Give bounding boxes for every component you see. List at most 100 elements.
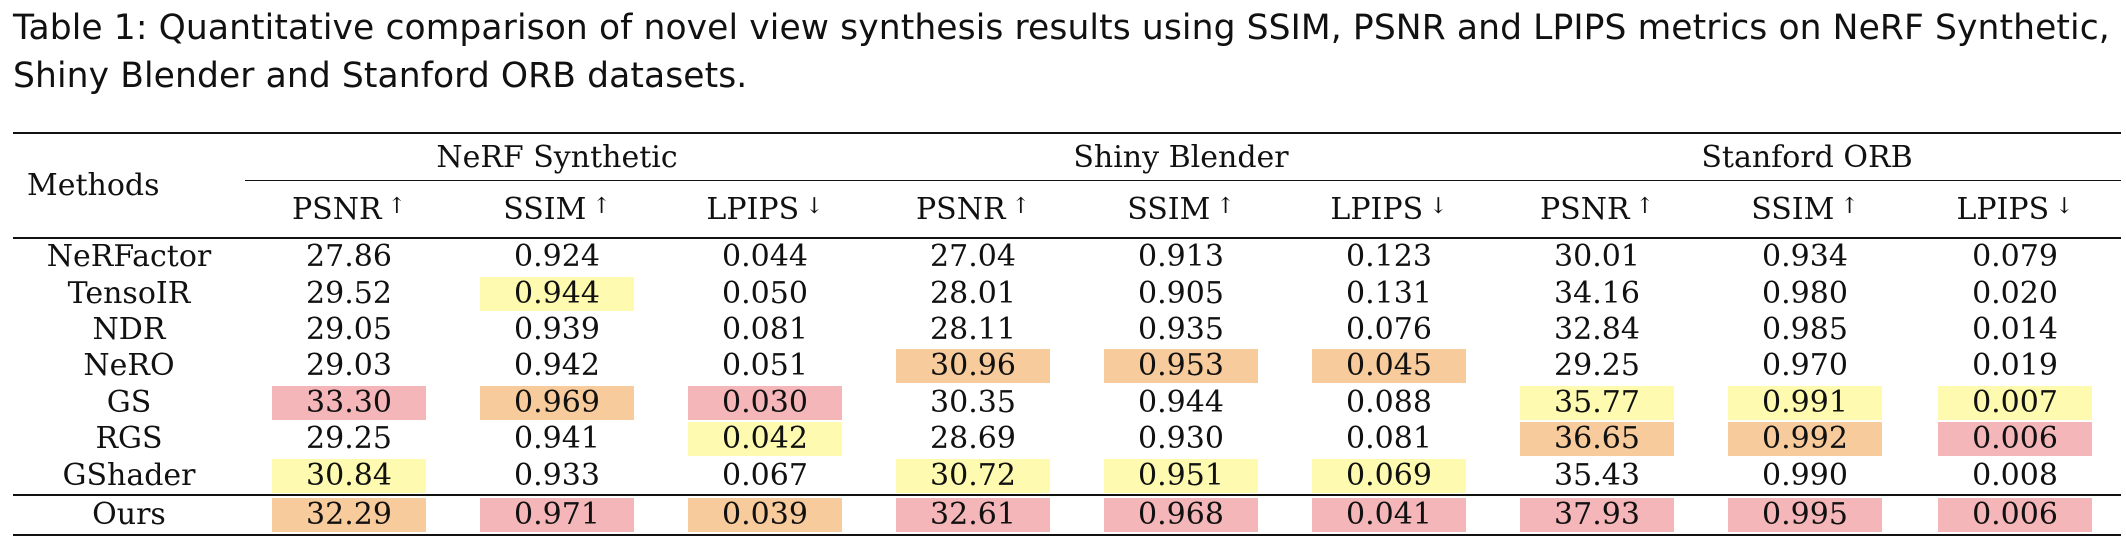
table-cell: 29.05 [245, 312, 453, 348]
method-name: NeRFactor [46, 239, 212, 275]
cell-value: 0.944 [480, 276, 634, 311]
arrow-down-icon: ↓ [1429, 193, 1448, 219]
table-cell: 30.96 [869, 348, 1077, 384]
table-cell: 0.045 [1285, 348, 1493, 384]
table-row: GS 33.30 0.969 0.030 30.35 0.944 0.088 35.77 0.9… [13, 385, 2121, 421]
table-row: TensoIR 29.52 0.944 0.050 28.01 0.905 0.131 34.… [13, 275, 2121, 311]
cell-value: 0.081 [1346, 421, 1432, 457]
method-name: TensoIR [67, 275, 191, 311]
method-name: NDR [92, 311, 166, 347]
table-cell: 30.72 [869, 457, 1077, 494]
table-cell: 0.944 [1077, 385, 1285, 421]
table-cell: 0.079 [1909, 238, 2121, 275]
table-cell: 32.61 [869, 493, 1077, 536]
table-cell: 30.35 [869, 385, 1077, 421]
metric-header-lpips: LPIPS ↓ [1285, 180, 1493, 239]
cell-value: 28.11 [930, 311, 1016, 347]
cell-value: 29.05 [306, 311, 392, 347]
cell-value: 0.953 [1104, 349, 1258, 384]
cell-value: 0.941 [514, 421, 600, 457]
table-cell: 27.86 [245, 238, 453, 275]
cell-value: 34.16 [1554, 275, 1640, 311]
cell-value: 35.77 [1520, 385, 1674, 420]
cell-value: 37.93 [1520, 497, 1674, 532]
cell-value: 0.030 [688, 385, 842, 420]
arrow-up-icon: ↑ [592, 193, 611, 219]
table-cell: 33.30 [245, 385, 453, 421]
cell-value: 33.30 [272, 385, 426, 420]
table-row: NeRFactor 27.86 0.924 0.044 27.04 0.913 0.123 3… [13, 238, 2121, 275]
cell-value: 32.29 [272, 497, 426, 532]
table-cell: 0.951 [1077, 457, 1285, 494]
results-table: Methods NeRF Synthetic Shiny Blender Sta… [13, 132, 2122, 536]
method-name: Ours [13, 493, 245, 536]
metric-label: SSIM [1127, 191, 1211, 227]
table-cell: 0.935 [1077, 312, 1285, 348]
cell-value: 29.03 [306, 348, 392, 384]
table-cell: 0.081 [1285, 421, 1493, 457]
table-cell: 29.03 [245, 348, 453, 384]
group-stanford-orb: Stanford ORB [1493, 132, 2122, 181]
cell-value: 30.96 [896, 349, 1050, 384]
cell-value: 0.971 [480, 497, 634, 532]
table-row: NDR 29.05 0.939 0.081 28.11 0.935 0.076 32.84 0.… [13, 312, 2121, 348]
table-cell: 0.980 [1701, 275, 1909, 311]
metric-label: SSIM [1751, 191, 1835, 227]
table-cell: 30.84 [245, 457, 453, 494]
table-cell: 0.995 [1701, 493, 1909, 536]
cell-value: 27.86 [306, 239, 392, 275]
cell-value: 0.985 [1762, 311, 1848, 347]
cell-value: 0.930 [1138, 421, 1224, 457]
metric-header-row: PSNR ↑ SSIM ↑ LPIPS ↓ PSNR ↑ SSIM ↑ LPIPS ↓ PSNR ↑ SSI… [13, 180, 2122, 239]
cell-value: 0.008 [1972, 457, 2058, 493]
arrow-up-icon: ↑ [1635, 193, 1654, 219]
table-cell: 0.971 [453, 493, 661, 536]
table-cell: 0.067 [661, 457, 869, 494]
cell-value: 0.969 [480, 385, 634, 420]
table-row: RGS 29.25 0.941 0.042 28.69 0.930 0.081 36.65 0.… [13, 421, 2121, 457]
table-cell: 0.968 [1077, 493, 1285, 536]
cell-value: 32.84 [1554, 311, 1640, 347]
table-cell: 0.913 [1077, 238, 1285, 275]
table-cell: 29.52 [245, 275, 453, 311]
table-cell: 27.04 [869, 238, 1077, 275]
table-cell: 0.991 [1701, 385, 1909, 421]
cell-value: 0.007 [1938, 385, 2093, 420]
table-cell: 0.933 [453, 457, 661, 494]
cell-value: 0.905 [1138, 275, 1224, 311]
arrow-up-icon: ↑ [1216, 193, 1235, 219]
cell-value: 0.051 [722, 348, 808, 384]
metric-header-psnr: PSNR ↑ [869, 180, 1077, 239]
cell-value: 0.968 [1104, 497, 1258, 532]
cell-value: 0.991 [1728, 385, 1882, 420]
cell-value: 0.131 [1346, 275, 1432, 311]
metric-label: LPIPS [1956, 191, 2050, 227]
cell-value: 0.039 [688, 497, 842, 532]
cell-value: 0.076 [1346, 311, 1432, 347]
table-cell: 0.050 [661, 275, 869, 311]
cell-value: 0.045 [1312, 349, 1466, 384]
table-cell: 37.93 [1493, 493, 1701, 536]
cell-value: 29.25 [306, 421, 392, 457]
table-cell: 28.69 [869, 421, 1077, 457]
cell-value: 0.069 [1312, 458, 1466, 493]
metric-label: PSNR [291, 191, 382, 227]
method-name: GS [106, 384, 152, 420]
table-cell: 32.84 [1493, 312, 1701, 348]
table-cell: 0.934 [1701, 238, 1909, 275]
cell-value: 0.939 [514, 311, 600, 347]
metric-header-lpips: LPIPS ↓ [661, 180, 869, 239]
table-cell: 28.01 [869, 275, 1077, 311]
table-caption: Table 1: Quantitative comparison of nove… [13, 8, 2110, 96]
table-row: NeRO 29.03 0.942 0.051 30.96 0.953 0.045 29.25 0… [13, 348, 2121, 384]
table-cell: 0.020 [1909, 275, 2121, 311]
metric-header-psnr: PSNR ↑ [245, 180, 453, 239]
table-cell: 35.77 [1493, 385, 1701, 421]
table-cell: 0.039 [661, 493, 869, 536]
table-cell: 0.051 [661, 348, 869, 384]
cell-value: 30.35 [930, 384, 1016, 420]
cell-value: 0.942 [514, 348, 600, 384]
table-cell: 0.942 [453, 348, 661, 384]
arrow-down-icon: ↓ [2055, 193, 2074, 219]
table-cell: 0.007 [1909, 385, 2121, 421]
